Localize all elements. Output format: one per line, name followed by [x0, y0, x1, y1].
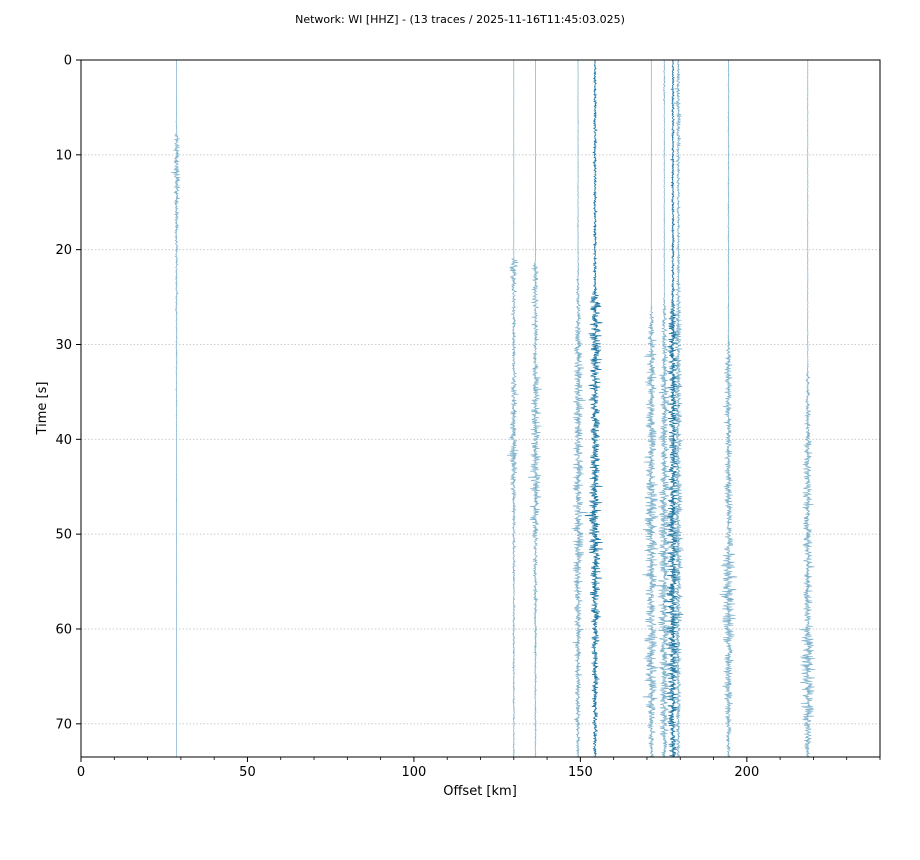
trace-28.7km [170, 60, 181, 757]
y-tick-label-20: 20 [55, 243, 72, 258]
y-tick-label-30: 30 [55, 338, 72, 353]
x-tick-label-150: 150 [568, 765, 593, 780]
x-tick-label-50: 50 [239, 765, 256, 780]
y-tick-label-60: 60 [55, 622, 72, 637]
trace-218.3km [799, 60, 816, 757]
trace-130km [506, 60, 519, 757]
plot-frame [80, 59, 881, 758]
trace-149.3km [571, 60, 588, 757]
x-axis-ticks: 0 50 100 150 200 [77, 757, 881, 780]
y-tick-label-70: 70 [55, 717, 72, 732]
grid-lines [81, 154, 880, 725]
trace-179.4km [671, 60, 685, 757]
x-tick-label-0: 0 [77, 765, 85, 780]
y-axis-ticks: 0 10 20 30 40 50 60 70 [55, 54, 81, 732]
trace-177.8km [663, 60, 684, 757]
trace-194.5km [719, 60, 738, 757]
y-tick-label-50: 50 [55, 528, 72, 543]
y-tick-label-0: 0 [64, 54, 72, 69]
x-tick-label-200: 200 [734, 765, 759, 780]
y-tick-label-10: 10 [55, 148, 72, 163]
y-axis-label: Time [s] [35, 382, 50, 436]
x-tick-label-100: 100 [402, 765, 427, 780]
trace-171.3km [642, 60, 659, 757]
trace-136.5km [527, 60, 542, 757]
trace-154.4km [584, 60, 603, 757]
chart-title: Network: WI [HHZ] - (13 traces / 2025-11… [295, 13, 625, 26]
traces-group [170, 60, 816, 757]
y-tick-label-40: 40 [55, 433, 72, 448]
x-axis-label: Offset [km] [443, 784, 517, 799]
trace-175.2km [654, 60, 673, 757]
